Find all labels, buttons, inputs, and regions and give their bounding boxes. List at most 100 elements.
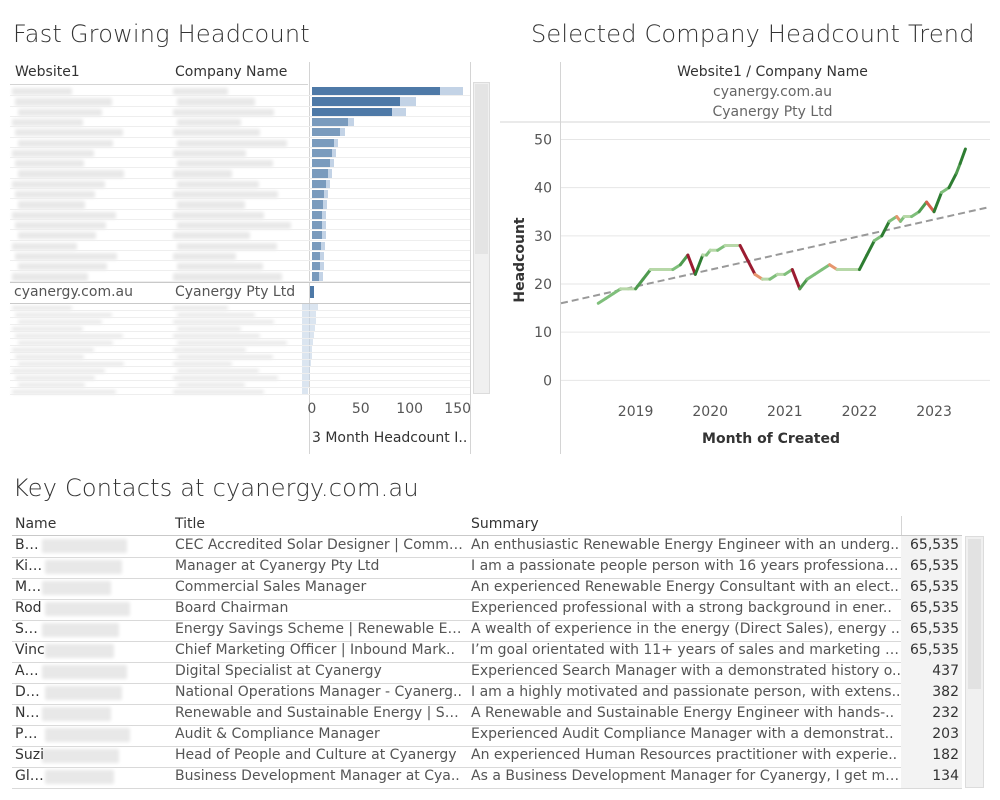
headcount-bar-faint[interactable] [302, 360, 311, 366]
contact-value-cell-bg [901, 725, 962, 746]
headcount-bar[interactable] [312, 251, 320, 261]
contact-row[interactable]: Kia M Manager at Cyanergy Pty Ltd I am a p… [12, 557, 962, 579]
headcount-bar[interactable] [312, 220, 322, 230]
contact-row[interactable]: Glen Business Development Manager at Cya.… [12, 767, 962, 789]
contact-row[interactable]: Bens CEC Accredited Solar Designer | Comm… [12, 536, 962, 558]
contact-summary: I am a highly motivated and passionate p… [471, 684, 901, 700]
headcount-bar[interactable] [312, 148, 332, 158]
headcount-bar[interactable] [312, 272, 320, 281]
redacted-website [18, 362, 124, 366]
headcount-bar[interactable] [312, 117, 348, 127]
headcount-bar[interactable] [312, 159, 330, 168]
redacted-website [12, 180, 105, 188]
redacted-company [173, 211, 264, 219]
headcount-bar-faint[interactable] [302, 325, 315, 331]
redacted-company [173, 170, 232, 178]
headcount-bar-faint[interactable] [302, 388, 309, 394]
trend-header-website: cyanergy.com.au [713, 84, 832, 100]
headcount-bar[interactable] [312, 241, 321, 250]
left-header-divider [10, 84, 308, 85]
row-divider [10, 95, 470, 97]
headcount-bar-faint[interactable] [302, 332, 314, 338]
headcount-bar-faint[interactable] [302, 353, 312, 359]
headcount-bar-shade [332, 148, 336, 158]
headcount-bar-faint[interactable] [302, 311, 317, 317]
trend-x-tick: 2020 [692, 404, 728, 420]
headcount-bar-shade [320, 251, 324, 261]
contacts-scrollbar-thumb[interactable] [968, 539, 981, 689]
contacts-name-header[interactable]: Name [15, 516, 57, 532]
headcount-bar-shade [392, 107, 407, 116]
headcount-bar[interactable] [312, 190, 324, 199]
contact-title: Renewable and Sustainable Energy | Sol.. [175, 705, 465, 721]
company-column-header[interactable]: Company Name [175, 64, 288, 80]
contact-row[interactable]: Dani National Operations Manager - Cyaner… [12, 683, 962, 705]
headcount-bar[interactable] [312, 128, 340, 137]
row-divider [10, 380, 470, 381]
contact-row[interactable]: Phoe Audit & Compliance Manager Experience… [12, 725, 962, 747]
contact-row[interactable]: Suzi Head of People and Culture at Cyaner… [12, 746, 962, 768]
contact-value-cell-bg [901, 599, 962, 620]
headcount-bar-faint[interactable] [302, 367, 310, 373]
headcount-bar[interactable] [312, 200, 324, 209]
redacted-company [173, 362, 232, 366]
headcount-bar[interactable] [312, 107, 392, 116]
redacted-company [177, 313, 255, 317]
redacted-company [173, 108, 274, 116]
redacted-company [173, 320, 274, 324]
contact-name: Nath [15, 705, 45, 721]
redacted-surname [45, 602, 130, 616]
headcount-bar-faint[interactable] [302, 346, 313, 352]
headcount-bar[interactable] [312, 179, 327, 188]
headcount-bar-faint[interactable] [302, 381, 310, 387]
trend-y-tick: 40 [534, 181, 552, 197]
redacted-website [12, 88, 72, 96]
row-divider [10, 208, 470, 210]
contact-value-cell-bg [901, 767, 962, 788]
redacted-company [177, 263, 263, 271]
contacts-title-header[interactable]: Title [175, 516, 206, 532]
redacted-company [177, 355, 273, 359]
headcount-bar-shade [400, 97, 416, 106]
headcount-bar[interactable] [312, 138, 335, 147]
contact-row[interactable]: Rod Board Chairman Experienced professiona… [12, 599, 962, 621]
contact-title: Digital Specialist at Cyanergy [175, 663, 382, 679]
redacted-website [12, 273, 88, 281]
headcount-bar-faint[interactable] [302, 339, 314, 345]
headcount-bar[interactable] [312, 262, 320, 271]
headcount-bar[interactable] [312, 169, 328, 178]
contacts-summary-header[interactable]: Summary [471, 516, 539, 532]
row-divider [10, 177, 470, 179]
headcount-bar-faint[interactable] [302, 318, 317, 324]
headcount-bar[interactable] [312, 97, 400, 106]
headcount-bar-shade [321, 220, 326, 230]
headcount-bar[interactable] [312, 87, 440, 96]
contact-summary: Experienced Search Manager with a demons… [471, 663, 901, 679]
contact-value: 65,535 [910, 621, 959, 637]
redacted-website [18, 108, 102, 116]
headcount-bar[interactable] [312, 231, 322, 240]
website-column-header[interactable]: Website1 [15, 64, 80, 80]
left-scrollbar-thumb[interactable] [475, 84, 488, 254]
row-divider [10, 324, 470, 325]
headcount-bar[interactable] [312, 210, 323, 219]
contact-row[interactable]: Sadc Energy Savings Scheme | Renewable En… [12, 620, 962, 642]
left-scrollbar-track[interactable] [473, 82, 490, 394]
contact-name: Rod [15, 600, 42, 616]
headcount-bar-faint[interactable] [302, 374, 310, 380]
redacted-website [18, 383, 85, 387]
contact-row[interactable]: Vinc Chief Marketing Officer | Inbound Ma… [12, 641, 962, 663]
contacts-scrollbar-track[interactable] [965, 536, 984, 788]
contact-summary: An experienced Human Resources practitio… [471, 747, 898, 763]
redacted-company [173, 273, 282, 281]
selected-headcount-bar[interactable] [310, 286, 314, 298]
contact-name: Suzi [15, 747, 44, 763]
contact-row[interactable]: Ahar Digital Specialist at Cyanergy Experi… [12, 662, 962, 684]
selected-company-row[interactable]: cyanergy.com.au Cyanergy Pty Ltd [10, 282, 471, 304]
selected-website: cyanergy.com.au [14, 284, 133, 300]
contact-row[interactable]: Nath Renewable and Sustainable Energy | S… [12, 704, 962, 726]
contact-name: Dani [15, 684, 45, 700]
headcount-bar-faint[interactable] [302, 304, 318, 310]
contact-row[interactable]: Matt Commercial Sales Manager An experienc… [12, 578, 962, 600]
trend-y-tick: 30 [534, 229, 552, 245]
